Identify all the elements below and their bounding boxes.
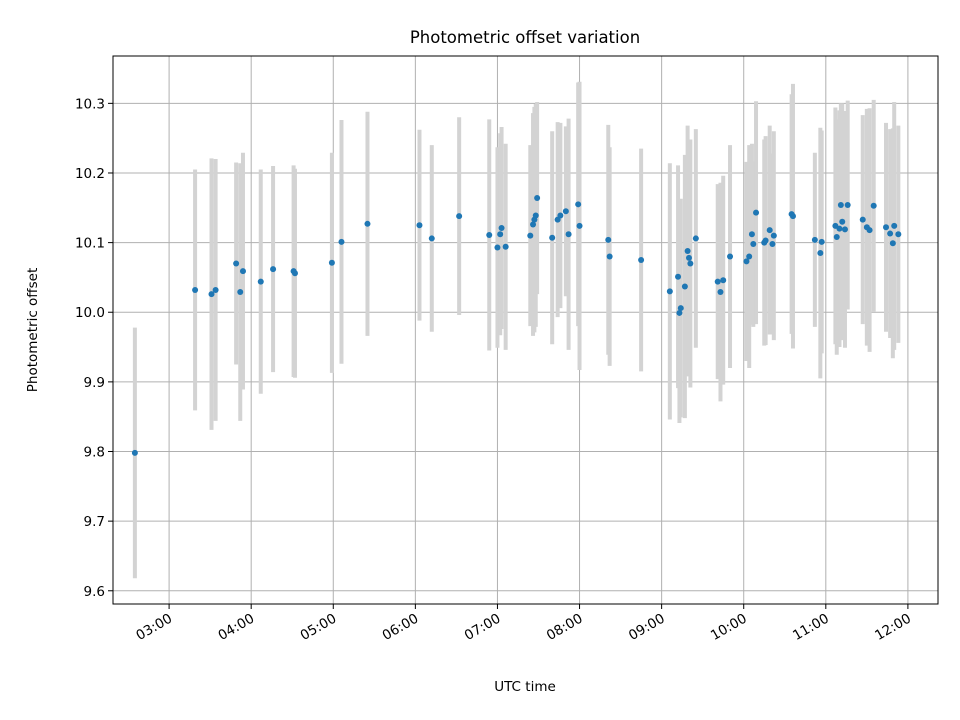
data-point <box>456 213 463 220</box>
y-axis-ticks: 9.6 9.7 9.8 9.9 10.0 10.1 10.2 10.3 <box>75 96 113 600</box>
data-point <box>859 216 866 223</box>
data-point <box>895 231 902 238</box>
data-point <box>889 240 896 247</box>
data-point <box>811 236 818 243</box>
data-point <box>692 235 699 242</box>
data-point <box>676 309 683 316</box>
x-axis-label: UTC time <box>494 679 556 695</box>
data-point <box>565 231 572 238</box>
data-point <box>844 202 851 209</box>
chart-title: Photometric offset variation <box>410 28 640 47</box>
data-point <box>837 202 844 209</box>
y-tick-label: 9.9 <box>84 375 105 391</box>
data-point <box>239 268 246 275</box>
data-points <box>131 195 902 456</box>
plot-frame <box>112 55 939 605</box>
y-tick-label: 10.0 <box>75 305 105 321</box>
data-point <box>291 270 298 277</box>
data-point <box>727 253 734 260</box>
data-point <box>753 209 760 216</box>
data-point <box>887 230 894 237</box>
data-point <box>502 243 509 250</box>
data-point <box>494 244 501 251</box>
y-tick-label: 10.1 <box>75 236 105 252</box>
data-point <box>750 241 757 248</box>
y-tick-label: 9.7 <box>84 514 105 530</box>
data-point <box>743 258 750 265</box>
data-point <box>770 232 777 239</box>
data-point <box>131 449 138 456</box>
data-point <box>364 220 371 227</box>
data-point <box>818 238 825 245</box>
data-point <box>717 289 724 296</box>
data-point <box>605 236 612 243</box>
data-point <box>534 195 541 202</box>
data-point <box>748 231 755 238</box>
data-point <box>789 213 796 220</box>
data-point <box>666 288 673 295</box>
data-point <box>836 225 843 232</box>
data-point <box>416 222 423 229</box>
data-point <box>685 254 692 261</box>
data-point <box>527 232 534 239</box>
data-point <box>891 222 898 229</box>
data-point <box>497 231 504 238</box>
data-point <box>746 253 753 260</box>
data-point <box>532 212 539 219</box>
data-point <box>237 289 244 296</box>
data-point <box>557 212 564 219</box>
data-point <box>684 247 691 254</box>
data-point <box>681 283 688 290</box>
data-point <box>208 291 215 298</box>
data-point <box>270 266 277 273</box>
data-point <box>233 260 240 267</box>
data-point <box>714 278 721 285</box>
data-point <box>720 277 727 284</box>
data-point <box>530 221 537 228</box>
data-point <box>498 224 505 231</box>
data-point <box>866 227 873 234</box>
data-point <box>486 231 493 238</box>
data-point <box>328 259 335 266</box>
y-tick-label: 10.2 <box>75 166 105 182</box>
y-tick-label: 9.8 <box>84 445 105 461</box>
y-tick-label: 10.3 <box>75 96 105 112</box>
data-point <box>606 253 613 260</box>
data-point <box>562 208 569 215</box>
data-point <box>338 238 345 245</box>
data-point <box>675 273 682 280</box>
data-point <box>766 227 773 234</box>
data-point <box>833 234 840 241</box>
data-point <box>687 260 694 267</box>
data-point <box>839 218 846 225</box>
data-point <box>677 305 684 312</box>
y-axis-label: Photometric offset <box>25 268 41 392</box>
data-point <box>638 257 645 264</box>
data-point <box>192 286 199 293</box>
data-point <box>817 250 824 257</box>
data-point <box>762 237 769 244</box>
data-point <box>883 224 890 231</box>
data-point <box>870 202 877 209</box>
data-point <box>769 241 776 248</box>
data-point <box>841 226 848 233</box>
data-point <box>212 286 219 293</box>
data-point <box>575 201 582 208</box>
data-point <box>257 278 264 285</box>
data-point <box>428 235 435 242</box>
data-point <box>549 234 556 241</box>
data-point <box>576 222 583 229</box>
y-tick-label: 9.6 <box>84 584 105 600</box>
